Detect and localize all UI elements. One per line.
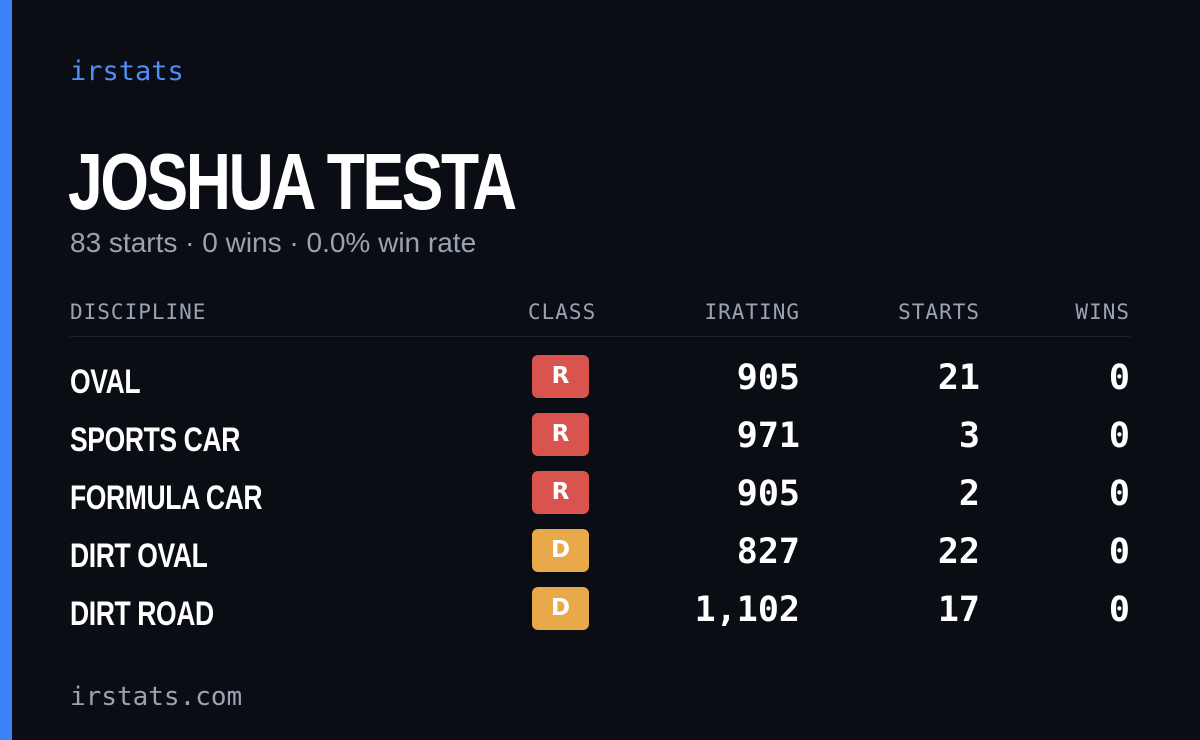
wins-value: 0 [1108, 590, 1130, 630]
wins-value: 0 [1108, 358, 1130, 398]
irating-value: 1,102 [694, 590, 800, 630]
driver-name: JOSHUA TESTA [68, 137, 517, 226]
irating-value: 827 [736, 532, 800, 572]
class-badge: R [532, 471, 589, 514]
wins-value: 0 [1108, 532, 1130, 572]
driver-summary: 83 starts · 0 wins · 0.0% win rate [70, 227, 477, 258]
stats-table: DISCIPLINE CLASS IRATING STARTS WINS OVA… [70, 296, 1130, 633]
header-class: CLASS [528, 300, 597, 324]
header-discipline: DISCIPLINE [70, 300, 207, 324]
class-badge: D [532, 587, 589, 630]
class-badge: R [532, 355, 589, 398]
wins-value: 0 [1108, 474, 1130, 514]
starts-value: 21 [937, 358, 980, 398]
class-badge: D [532, 529, 589, 572]
irating-value: 971 [736, 416, 800, 456]
starts-value: 17 [937, 590, 980, 630]
irating-value: 905 [736, 474, 800, 514]
table-row: FORMULA CAR R 905 2 0 [70, 471, 1130, 529]
table-header: DISCIPLINE CLASS IRATING STARTS WINS [70, 296, 1130, 337]
table-row: DIRT ROAD D 1,102 17 0 [70, 587, 1130, 645]
class-badge: R [532, 413, 589, 456]
starts-value: 22 [937, 532, 980, 572]
table-row: DIRT OVAL D 827 22 0 [70, 529, 1130, 587]
wins-value: 0 [1108, 416, 1130, 456]
discipline-label: FORMULA CAR [70, 479, 263, 517]
accent-bar [0, 0, 12, 740]
starts-value: 2 [958, 474, 980, 514]
footer-site-link[interactable]: irstats.com [70, 682, 243, 712]
discipline-label: DIRT ROAD [70, 595, 214, 633]
starts-value: 3 [958, 416, 980, 456]
table-row: OVAL R 905 21 0 [70, 355, 1130, 413]
header-wins: WINS [1075, 300, 1130, 324]
irating-value: 905 [736, 358, 800, 398]
header-irating: IRATING [704, 300, 800, 324]
brand-logo-text[interactable]: irstats [70, 56, 184, 87]
header-starts: STARTS [898, 300, 980, 324]
table-row: SPORTS CAR R 971 3 0 [70, 413, 1130, 471]
discipline-label: OVAL [70, 363, 141, 401]
discipline-label: DIRT OVAL [70, 537, 208, 575]
discipline-label: SPORTS CAR [70, 421, 240, 459]
